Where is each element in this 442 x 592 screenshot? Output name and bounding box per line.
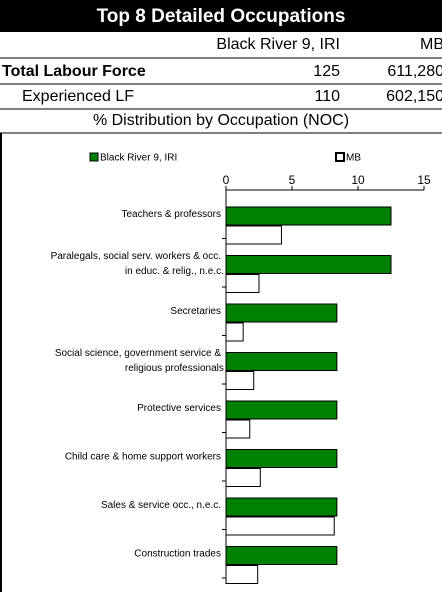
bar xyxy=(225,255,392,274)
row-label: Total Labour Force xyxy=(2,63,146,80)
bar xyxy=(225,468,261,487)
category-label: Social science, government service & rel… xyxy=(55,347,224,373)
category-label: Teachers & professors xyxy=(122,209,222,220)
x-tick-label: 5 xyxy=(289,173,296,187)
bar xyxy=(225,400,338,420)
category-label: Protective services xyxy=(137,403,221,414)
cell: 602,150 xyxy=(386,88,442,105)
subtitle: % Distribution by Occupation (NOC) xyxy=(93,112,349,129)
column-header: Black River 9, IRI xyxy=(216,36,340,53)
legend-swatch xyxy=(335,152,345,162)
category-label: Paralegals, social serv. workers & occ. … xyxy=(51,250,224,276)
category-label: Child care & home support workers xyxy=(65,451,221,462)
cell: 611,280 xyxy=(387,63,442,80)
cell: 110 xyxy=(314,88,340,105)
title: Top 8 Detailed Occupations xyxy=(97,6,346,27)
cell: 125 xyxy=(313,63,340,80)
column-header: MB xyxy=(420,36,442,53)
bar xyxy=(225,322,244,342)
row-label: Experienced LF xyxy=(22,88,134,105)
bar xyxy=(225,497,338,517)
bar xyxy=(225,225,282,245)
bar xyxy=(225,449,338,468)
bar xyxy=(225,516,335,536)
bar xyxy=(225,371,255,390)
bar xyxy=(225,274,260,293)
legend-label: Black River 9, IRI xyxy=(100,153,177,164)
category-label: Construction trades xyxy=(134,548,221,559)
legend-label: MB xyxy=(346,153,361,164)
bar xyxy=(225,546,338,565)
legend-swatch xyxy=(89,152,99,162)
bar xyxy=(225,565,259,584)
bar xyxy=(225,303,338,323)
category-label: Sales & service occ., n.e.c. xyxy=(101,500,221,511)
x-tick-label: 10 xyxy=(351,173,365,187)
x-tick-label: 15 xyxy=(417,173,431,187)
bar xyxy=(225,352,338,371)
bar xyxy=(225,419,251,439)
x-tick-label: 0 xyxy=(223,173,230,187)
title-bar xyxy=(0,0,442,32)
bar xyxy=(225,206,392,226)
category-label: Secretaries xyxy=(170,306,221,317)
